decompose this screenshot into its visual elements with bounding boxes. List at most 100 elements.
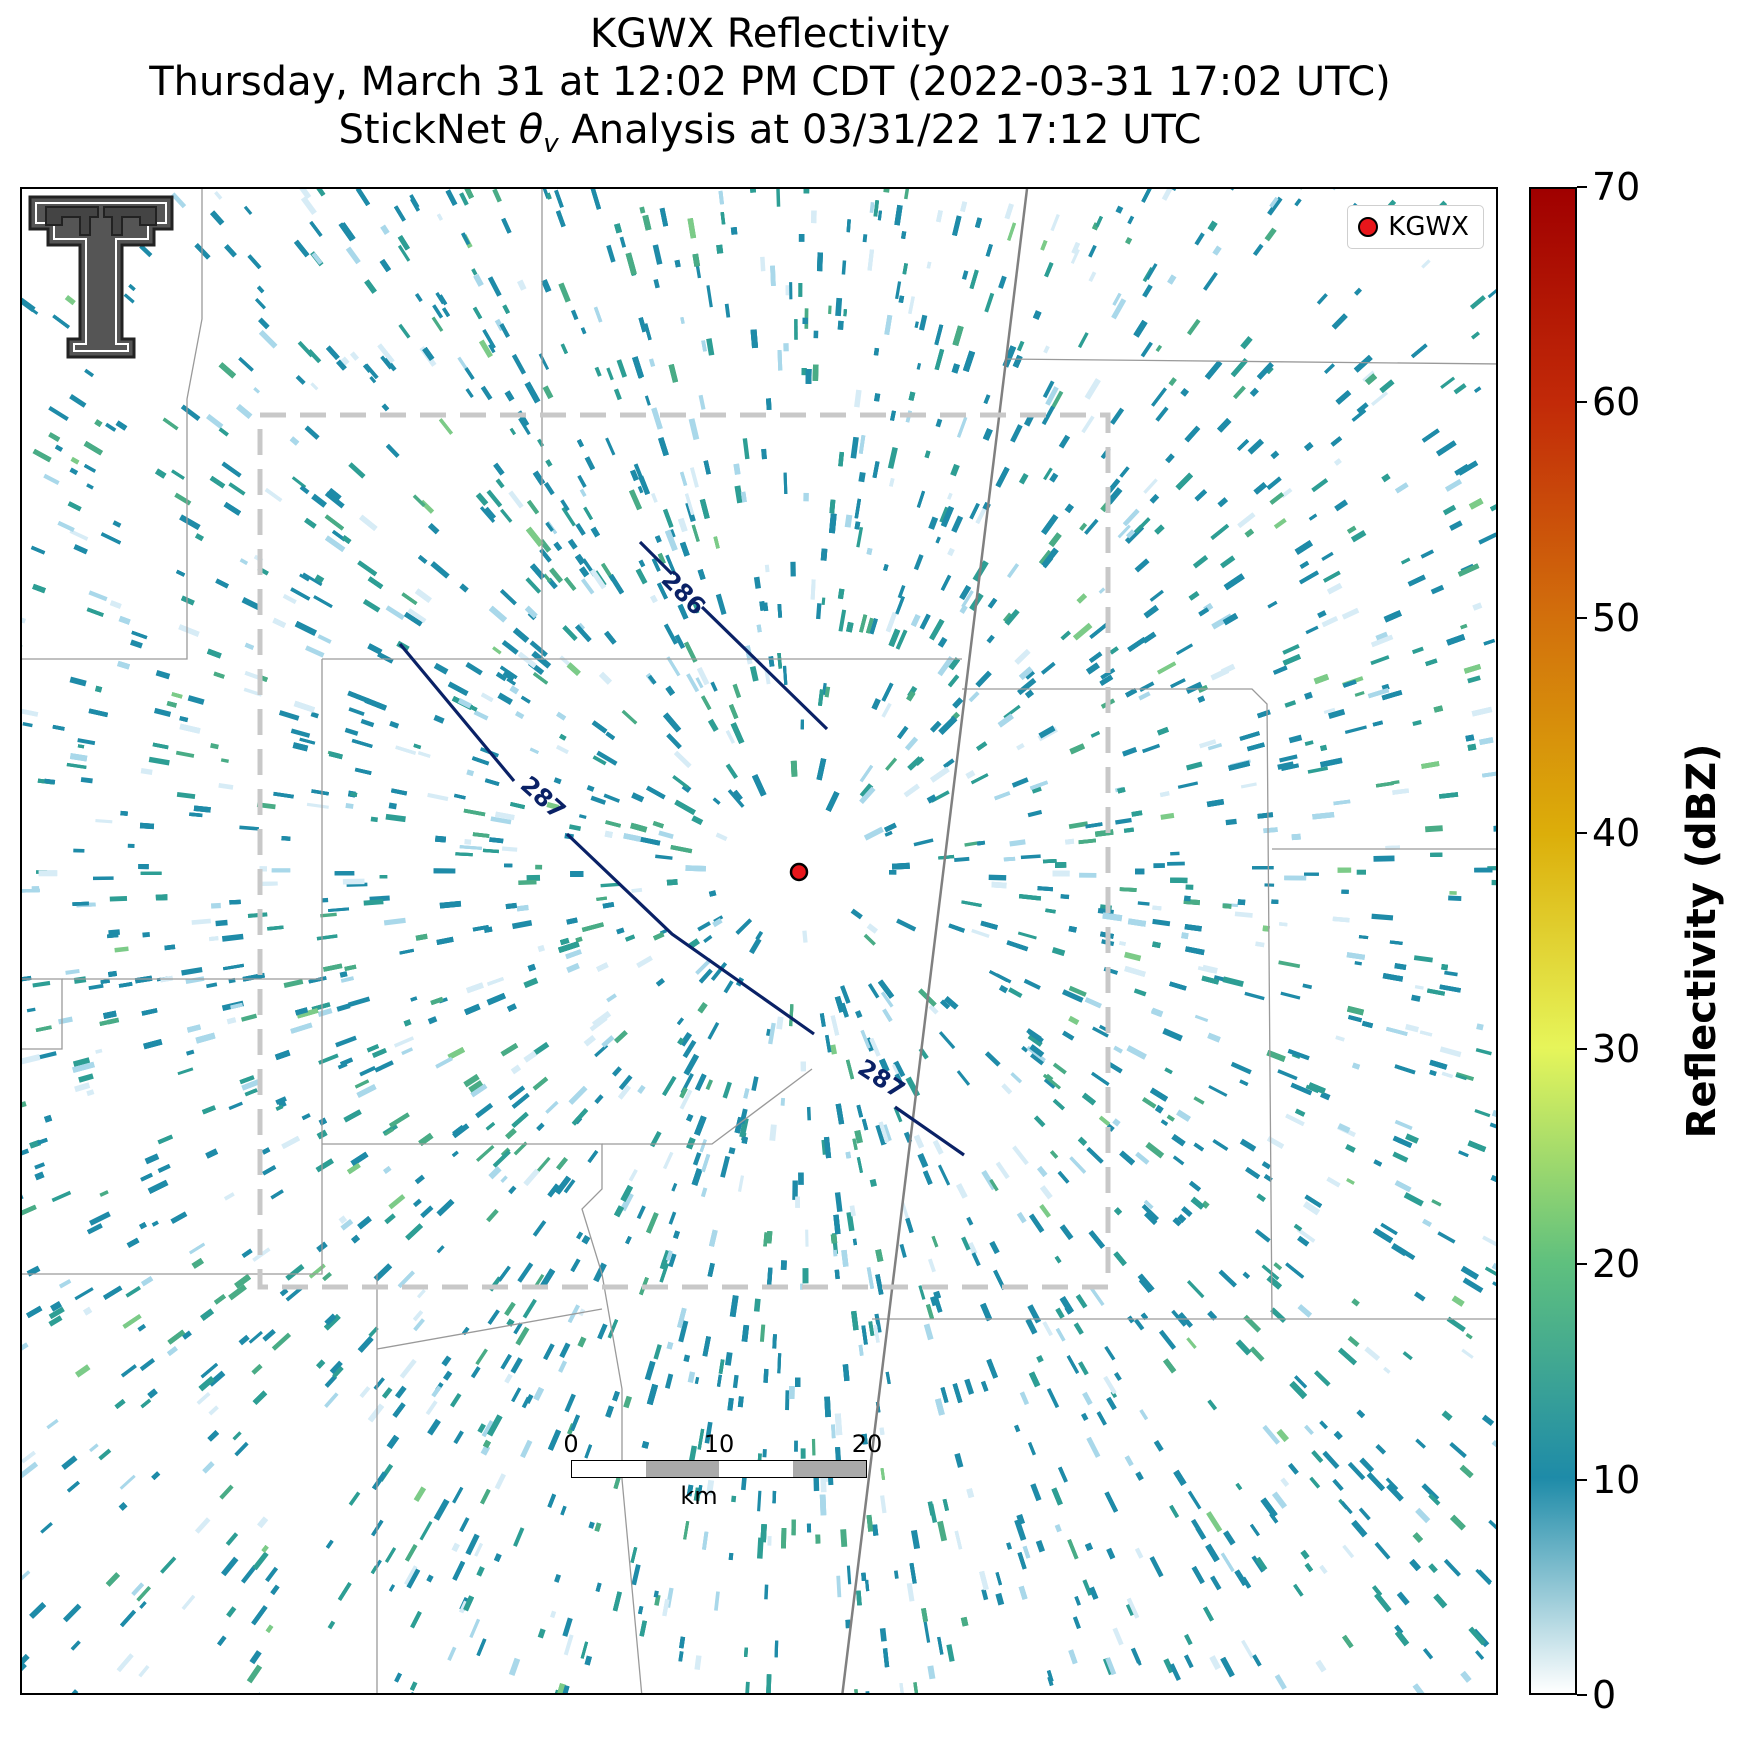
echo-gate — [1082, 1579, 1093, 1596]
echo-gate — [625, 934, 636, 942]
echo-gate — [1089, 1586, 1099, 1600]
echo-gate — [1155, 406, 1169, 422]
echo-gate — [766, 398, 772, 410]
echo-gate — [869, 618, 878, 635]
echo-gate — [1467, 675, 1481, 684]
echo-gate — [620, 1192, 634, 1212]
echo-gate — [1077, 1136, 1088, 1146]
echo-gate — [307, 349, 322, 364]
echo-gate — [601, 1035, 615, 1048]
echo-gate — [430, 996, 444, 1006]
echo-gate — [677, 1307, 687, 1329]
echo-gate — [662, 508, 674, 528]
echo-gate — [1127, 215, 1135, 225]
echo-gate — [933, 1295, 943, 1313]
echo-gate — [1054, 1255, 1062, 1264]
radar-site-legend-marker — [1358, 217, 1379, 237]
echo-gate — [651, 558, 661, 572]
echo-gate — [1426, 988, 1446, 996]
echo-gate — [939, 506, 949, 523]
echo-gate — [1273, 1262, 1283, 1271]
echo-gate — [354, 1079, 370, 1089]
echo-gate — [635, 568, 648, 585]
echo-gate — [459, 583, 469, 593]
echo-gate — [1041, 547, 1059, 568]
echo-gate — [1392, 1135, 1413, 1149]
echo-gate — [1077, 332, 1089, 349]
echo-gate — [550, 1610, 557, 1619]
echo-gate — [1458, 1150, 1469, 1158]
echo-gate — [386, 1434, 400, 1449]
echo-gate — [1177, 781, 1199, 789]
echo-gate — [1197, 966, 1214, 974]
echo-gate — [501, 846, 518, 852]
echo-gate — [1019, 1391, 1030, 1406]
echo-gate — [1186, 1337, 1197, 1349]
echo-gate — [500, 589, 517, 606]
title-line-1: KGWX Reflectivity — [589, 11, 951, 57]
echo-gate — [1247, 438, 1265, 455]
echo-gate — [439, 900, 462, 909]
echo-gate — [228, 482, 246, 496]
echo-gate — [389, 720, 400, 729]
echo-gate — [244, 1088, 258, 1097]
radar-map[interactable]: 286 287 287 KGWX 0 10 20 km — [20, 187, 1498, 1695]
colorbar-tick — [1577, 401, 1587, 404]
echo-gate — [833, 1214, 841, 1235]
echo-gate — [1072, 622, 1093, 641]
echo-gate — [1257, 709, 1271, 719]
echo-gate — [841, 1249, 849, 1267]
echo-gate — [532, 1220, 547, 1237]
echo-gate — [151, 1471, 161, 1481]
echo-gate — [867, 249, 875, 271]
echo-gate — [31, 886, 40, 893]
echo-gate — [1016, 1211, 1027, 1224]
echo-gate — [1367, 687, 1390, 699]
echo-gate — [813, 330, 819, 339]
echo-gate — [575, 523, 586, 536]
echo-gate — [986, 634, 995, 644]
echo-gate — [854, 1129, 863, 1144]
echo-gate — [705, 1079, 714, 1091]
echo-gate — [943, 758, 955, 769]
echo-gate — [631, 792, 645, 803]
echo-gate — [1135, 1471, 1144, 1481]
echo-gate — [1422, 1218, 1432, 1227]
echo-gate — [545, 192, 552, 200]
echo-gate — [343, 1109, 362, 1123]
echo-gate — [1198, 739, 1217, 749]
echo-gate — [1104, 1491, 1119, 1513]
echo-gate — [982, 428, 993, 441]
echo-gate — [1014, 1424, 1021, 1433]
echo-gate — [946, 1644, 955, 1662]
echo-gate — [683, 1354, 691, 1363]
echo-gate — [120, 1364, 137, 1378]
echo-gate — [109, 895, 128, 902]
echo-gate — [107, 933, 119, 939]
echo-gate — [86, 1223, 103, 1235]
echo-gate — [241, 1248, 253, 1258]
echo-gate — [1169, 1504, 1180, 1519]
echo-gate — [1472, 602, 1483, 611]
echo-gate — [678, 1651, 684, 1662]
echo-gate — [1098, 587, 1106, 594]
echo-gate — [605, 820, 622, 828]
echo-gate — [1186, 318, 1201, 336]
echo-gate — [743, 1647, 749, 1658]
echo-gate — [1323, 363, 1336, 374]
echo-gate — [72, 1061, 95, 1073]
echo-gate — [824, 1396, 831, 1418]
echo-gate — [427, 792, 449, 802]
echo-gate — [229, 899, 241, 905]
echo-gate — [969, 269, 979, 290]
echo-gate — [1184, 895, 1191, 902]
echo-gate — [881, 702, 892, 718]
echo-gate — [511, 353, 527, 375]
echo-gate — [1321, 551, 1334, 561]
echo-gate — [324, 514, 345, 531]
echo-gate — [1451, 1295, 1465, 1307]
echo-gate — [538, 353, 550, 371]
echo-gate — [270, 1584, 280, 1595]
echo-gate — [549, 567, 564, 584]
echo-gate — [668, 1253, 677, 1268]
